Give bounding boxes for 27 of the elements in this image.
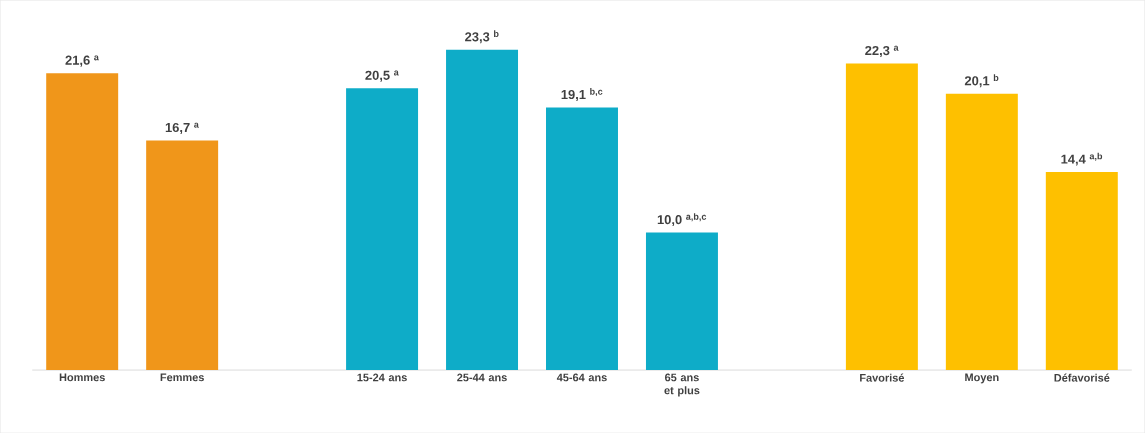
- x-tick-label: 65 ans et plus: [664, 373, 700, 397]
- x-tick-label: 25-44 ans: [457, 373, 507, 382]
- bar: [346, 88, 419, 370]
- data-label: 10,0 $^{a,b,c}$: [657, 213, 707, 226]
- x-tick-label: Favorisé: [860, 373, 905, 382]
- bar: [845, 63, 918, 370]
- bar: [546, 107, 618, 370]
- x-tick-label: Femmes: [160, 373, 204, 382]
- data-label: 16,7 $^{a}$: [165, 122, 199, 134]
- bar: [146, 140, 219, 370]
- bar: [945, 93, 1018, 370]
- x-tick-label: Hommes: [59, 373, 105, 382]
- bar: [645, 232, 718, 370]
- data-label: 20,5 $^{a}$: [365, 70, 399, 82]
- x-tick-label: Moyen: [965, 373, 999, 384]
- data-label: 22,3 $^{a}$: [865, 45, 899, 57]
- data-label: 19,1 $^{b,c}$: [561, 87, 603, 101]
- data-label: 21,6 $^{a}$: [65, 55, 99, 67]
- data-label: 20,1 $^{b}$: [964, 74, 999, 88]
- bar: [1045, 172, 1118, 370]
- x-tick-label: Défavorisé: [1054, 373, 1110, 382]
- x-tick-label: 15-24 ans: [357, 373, 407, 382]
- bar: [46, 73, 119, 370]
- bar: [446, 49, 519, 370]
- data-label: 23,3 $^{b}$: [465, 30, 499, 44]
- x-tick-label: 45-64 ans: [556, 373, 607, 382]
- data-label: 14,4 $^{a,b}$: [1061, 152, 1103, 166]
